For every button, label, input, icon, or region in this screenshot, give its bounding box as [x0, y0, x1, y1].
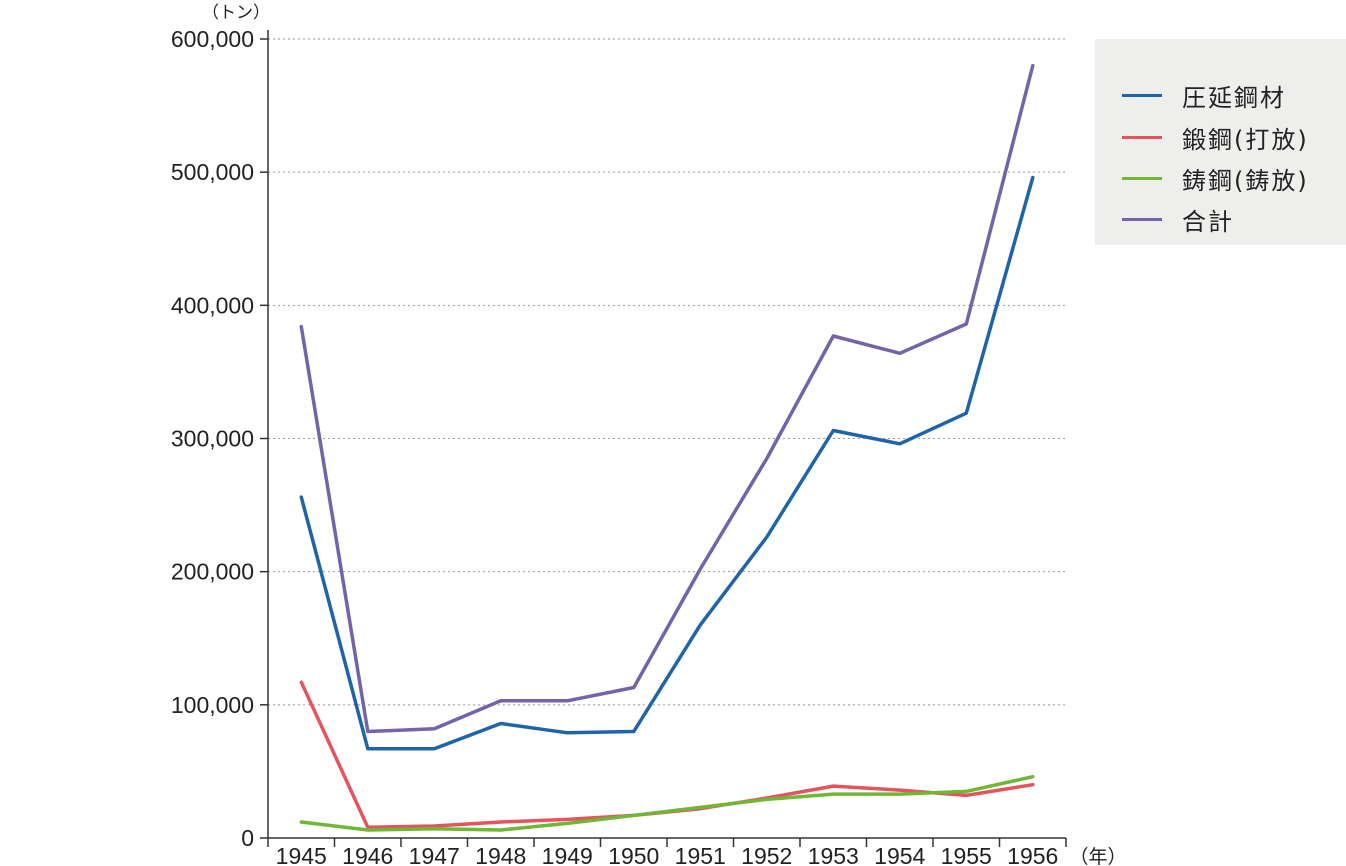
- legend-swatch: [1122, 93, 1162, 97]
- x-tick-label: 1956: [1007, 843, 1058, 866]
- y-axis-ticks: 0 100,000 200,000 300,000 400,000 500,000 600,…: [171, 26, 268, 851]
- y-tick-label: 400,000: [171, 292, 254, 318]
- y-tick-label: 300,000: [171, 426, 254, 452]
- series-lines: [299, 63, 1035, 832]
- gridlines: [268, 38, 1066, 706]
- x-tick-label: 1945: [276, 843, 327, 866]
- x-tick-label: 1951: [675, 843, 726, 866]
- x-tick-label: 1954: [874, 843, 925, 866]
- x-tick-label: 1946: [342, 843, 393, 866]
- x-unit-label: （年）: [1069, 846, 1126, 866]
- legend-swatch: [1122, 176, 1162, 180]
- legend-label: 合計: [1182, 207, 1234, 236]
- x-tick-label: 1947: [409, 843, 460, 866]
- legend-label: 鋳鋼(鋳放): [1182, 166, 1309, 195]
- legend-item-rolled-steel: 圧延鋼材: [1122, 80, 1286, 112]
- x-axis-ticks: 1945 1946 1947 1948 1949 1950 1951 1952 1953 1954…: [267, 838, 1067, 866]
- legend-item-forged-steel: 鍛鋼(打放): [1122, 122, 1309, 154]
- x-tick-label: 1955: [941, 843, 992, 866]
- y-tick-label: 100,000: [171, 692, 254, 718]
- series-line: [299, 680, 1035, 830]
- legend-item-total: 合計: [1122, 204, 1234, 236]
- legend-swatch: [1122, 135, 1162, 139]
- legend: 圧延鋼材 鍛鋼(打放) 鋳鋼(鋳放) 合計: [1095, 39, 1346, 245]
- legend-label: 圧延鋼材: [1182, 83, 1286, 112]
- series-line: [299, 774, 1035, 832]
- legend-item-cast-steel: 鋳鋼(鋳放): [1122, 163, 1309, 195]
- y-tick-label: 200,000: [171, 559, 254, 585]
- y-tick-label: 600,000: [171, 26, 254, 52]
- axes: [267, 30, 1066, 839]
- y-tick-label: 0: [241, 825, 254, 851]
- y-tick-label: 500,000: [171, 159, 254, 185]
- y-unit-label: （トン）: [202, 3, 270, 22]
- x-tick-label: 1952: [741, 843, 792, 866]
- series-line: [299, 63, 1035, 734]
- x-tick-label: 1949: [542, 843, 593, 866]
- x-tick-label: 1948: [475, 843, 526, 866]
- x-tick-label: 1953: [808, 843, 859, 866]
- x-tick-label: 1950: [608, 843, 659, 866]
- legend-swatch: [1122, 217, 1162, 221]
- series-line: [299, 175, 1035, 751]
- legend-label: 鍛鋼(打放): [1182, 125, 1309, 154]
